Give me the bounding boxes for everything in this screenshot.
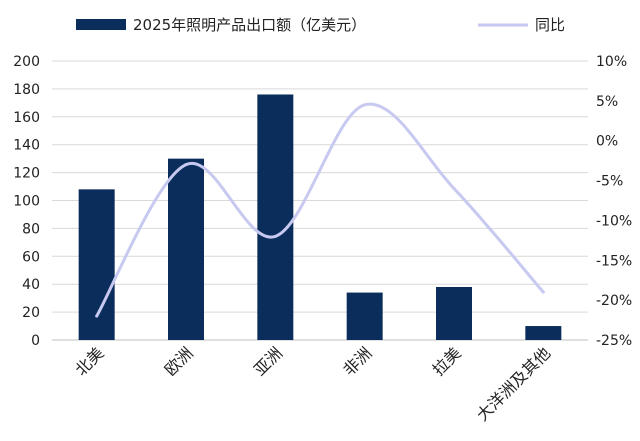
bar xyxy=(525,326,562,340)
line-series xyxy=(95,102,545,318)
yoy-point xyxy=(184,163,188,167)
bar-series xyxy=(78,94,562,340)
yoy-point xyxy=(363,103,367,107)
left-tick-label: 160 xyxy=(13,110,40,126)
left-tick-label: 180 xyxy=(13,82,40,98)
left-tick-label: 120 xyxy=(13,166,40,182)
category-label: 拉美 xyxy=(429,343,465,379)
yoy-point xyxy=(541,290,545,294)
left-tick-label: 20 xyxy=(22,305,40,321)
right-tick-label: -20% xyxy=(596,293,632,309)
right-tick-label: -10% xyxy=(596,213,632,229)
gridlines xyxy=(52,60,588,341)
category-label: 北美 xyxy=(71,343,107,379)
right-tick-label: -5% xyxy=(596,174,623,190)
legend: 2025年照明产品出口额（亿美元） 同比 xyxy=(76,16,565,34)
right-axis-ticks: 10% 5% 0% -5% -10% -15% -20% -25% xyxy=(596,54,632,349)
right-tick-label: -15% xyxy=(596,253,632,269)
yoy-point xyxy=(273,234,277,238)
bar xyxy=(346,292,383,340)
legend-bar-label: 2025年照明产品出口额（亿美元） xyxy=(133,16,366,34)
bar xyxy=(436,286,472,340)
category-label: 大洋洲及其他 xyxy=(473,343,554,424)
left-tick-label: 80 xyxy=(22,221,40,237)
left-tick-label: 100 xyxy=(13,194,40,210)
category-label: 非洲 xyxy=(339,343,375,379)
yoy-point xyxy=(452,187,456,191)
bar xyxy=(168,158,204,340)
legend-line-label: 同比 xyxy=(535,16,565,34)
legend-bar-swatch xyxy=(76,19,126,30)
left-axis-ticks: 0 20 40 60 80 100 120 140 160 180 200 xyxy=(13,54,40,349)
right-tick-label: 5% xyxy=(596,94,618,110)
bar xyxy=(257,94,294,340)
left-tick-label: 60 xyxy=(22,249,40,265)
right-tick-label: 0% xyxy=(596,134,618,150)
right-tick-label: -25% xyxy=(596,333,632,349)
category-labels: 北美 欧洲 亚洲 非洲 拉美 大洋洲及其他 xyxy=(71,343,554,424)
left-tick-label: 40 xyxy=(22,277,40,293)
right-tick-label: 10% xyxy=(596,54,627,70)
category-label: 欧洲 xyxy=(161,343,197,379)
category-label: 亚洲 xyxy=(250,343,286,379)
left-tick-label: 140 xyxy=(13,138,40,154)
yoy-line xyxy=(95,102,545,317)
left-tick-label: 0 xyxy=(31,333,40,349)
yoy-point xyxy=(95,314,99,318)
left-tick-label: 200 xyxy=(13,54,40,70)
